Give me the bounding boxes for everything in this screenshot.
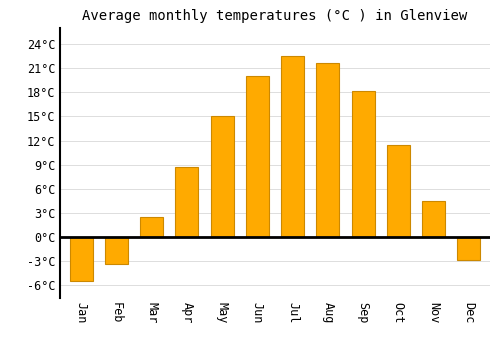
Bar [176, 167, 199, 237]
Bar [105, 237, 128, 264]
Bar [281, 56, 304, 237]
Bar [70, 237, 92, 281]
Bar [246, 76, 269, 237]
Bar [422, 201, 445, 237]
Bar [352, 91, 374, 237]
Bar [458, 237, 480, 260]
Title: Average monthly temperatures (°C ) in Glenview: Average monthly temperatures (°C ) in Gl… [82, 9, 468, 23]
Bar [387, 145, 410, 237]
Bar [140, 217, 163, 237]
Bar [210, 117, 234, 237]
Bar [316, 63, 340, 237]
